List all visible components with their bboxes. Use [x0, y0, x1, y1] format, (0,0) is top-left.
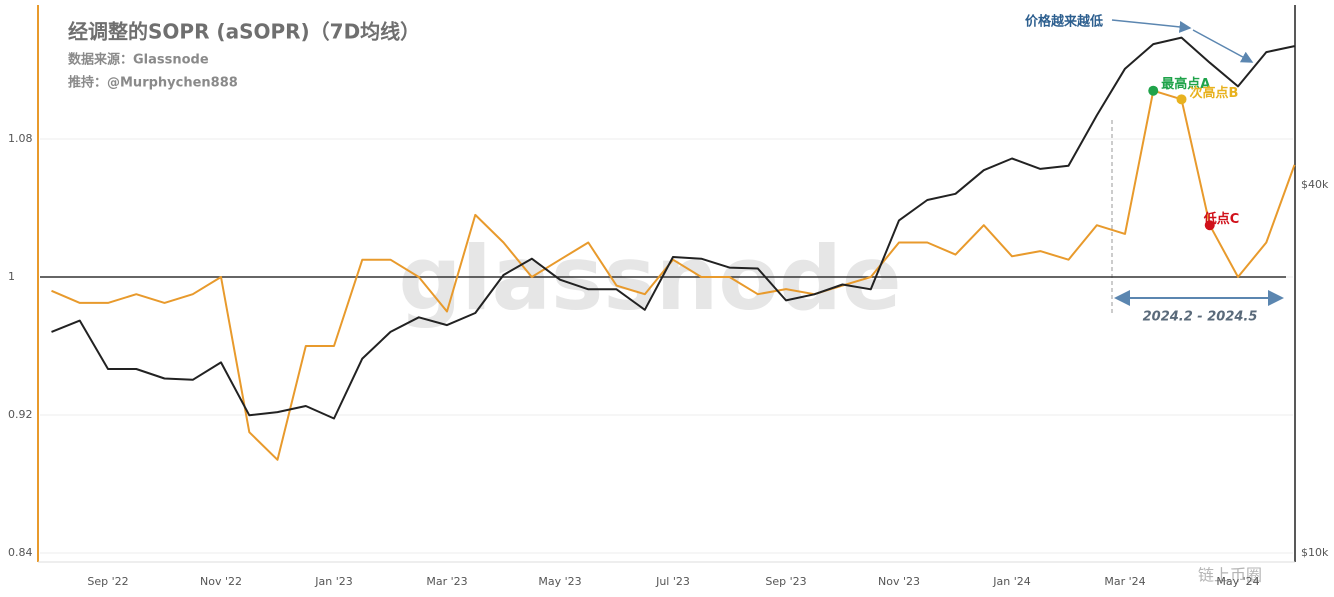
- series-line: [51, 89, 1296, 461]
- y-tick-label: 0.84: [8, 546, 33, 559]
- y-tick-label: 1.08: [8, 132, 33, 145]
- x-tick-label: Nov '22: [200, 575, 242, 588]
- annotation-label: 次高点B: [1190, 85, 1239, 101]
- y2-tick-label: $10k: [1301, 546, 1329, 559]
- x-tick-label: Jan '23: [314, 575, 352, 588]
- x-tick-label: Jul '23: [655, 575, 690, 588]
- annotation-label: 最高点A: [1161, 76, 1210, 92]
- annotation-label: 低点C: [1203, 211, 1240, 227]
- annotation-dot: [1148, 85, 1159, 96]
- annotation-dot: [1204, 220, 1215, 231]
- chart-title: 经调整的SOPR (aSOPR)（7D均线）: [68, 20, 420, 44]
- price-trend-label: 价格越来越低: [1025, 14, 1103, 30]
- annotation-dot: [1176, 94, 1187, 105]
- series-line: [51, 36, 1295, 420]
- y-tick-label: 1: [8, 270, 15, 283]
- trend-arrow: [1111, 19, 1192, 33]
- x-tick-label: Mar '23: [426, 575, 467, 588]
- x-tick-label: Nov '23: [878, 575, 920, 588]
- range-label: 2024.2 - 2024.5: [1143, 310, 1258, 325]
- x-tick-label: May '24: [1216, 575, 1259, 588]
- source: 数据来源：Glassnode: [68, 52, 209, 68]
- y-tick-label: 0.92: [8, 408, 33, 421]
- x-tick-label: Sep '22: [87, 575, 128, 588]
- corner-mark: 链上币圈: [1198, 566, 1262, 585]
- x-tick-label: May '23: [538, 575, 581, 588]
- x-tick-label: Mar '24: [1104, 575, 1145, 588]
- credit: 推持：@Murphychen888: [68, 75, 238, 91]
- y2-tick-label: $40k: [1301, 178, 1329, 191]
- trend-arrow: [1192, 29, 1254, 63]
- x-tick-label: Jan '24: [992, 575, 1030, 588]
- x-tick-label: Sep '23: [765, 575, 806, 588]
- watermark: glassnode: [398, 227, 901, 330]
- grid: [40, 138, 1293, 554]
